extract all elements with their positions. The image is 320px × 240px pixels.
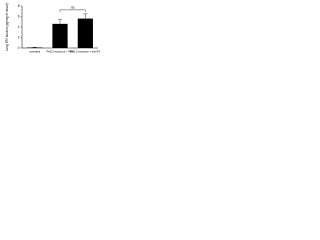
bar bbox=[77, 18, 93, 48]
chart: Lung IFN burden (pg/mg of tissue) 0 2 4 6 8 u… bbox=[5, 3, 100, 54]
x-tick-label: PM2.5 exposure + PBS bbox=[46, 50, 73, 54]
x-tick-label: PM2.5 exposure + anti-IFN bbox=[70, 50, 100, 54]
annotation: ns bbox=[71, 6, 75, 10]
y-tick-label: 0 bbox=[18, 46, 20, 50]
significance-bracket bbox=[59, 9, 86, 12]
y-tick-label: 2 bbox=[18, 35, 20, 39]
y-tick-label: 6 bbox=[18, 14, 20, 18]
x-tick-label: untreated bbox=[29, 50, 41, 54]
bar bbox=[27, 47, 43, 48]
error-bar bbox=[58, 19, 62, 24]
error-bar bbox=[83, 13, 88, 19]
y-tick-label: 4 bbox=[18, 25, 20, 29]
bar bbox=[52, 23, 68, 48]
y-axis-label: Lung IFN burden (pg/mg of tissue) bbox=[5, 3, 9, 52]
y-tick-label: 8 bbox=[18, 4, 20, 8]
